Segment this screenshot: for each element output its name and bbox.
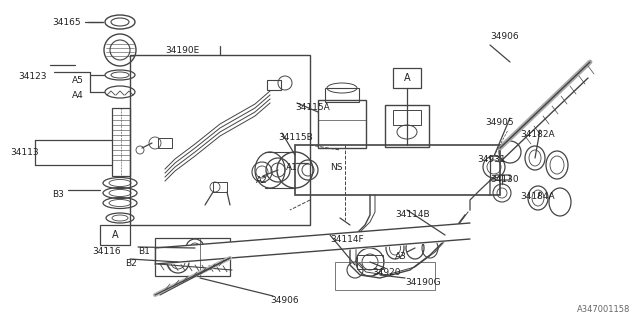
Text: 34182A: 34182A (520, 130, 555, 139)
Text: A347001158: A347001158 (577, 305, 630, 314)
Bar (158, 138, 172, 148)
Text: 34906: 34906 (490, 32, 518, 41)
Bar (393, 68, 421, 88)
Text: B1: B1 (138, 247, 150, 256)
Text: 34115B: 34115B (278, 133, 313, 142)
Text: 34130: 34130 (490, 175, 518, 184)
Text: A: A (112, 230, 118, 240)
Text: 34114F: 34114F (330, 235, 364, 244)
Bar (267, 80, 281, 90)
Bar (155, 238, 230, 276)
Text: B3: B3 (52, 190, 64, 199)
Text: 34123: 34123 (18, 72, 47, 81)
Bar (295, 145, 500, 195)
Text: 34114B: 34114B (395, 210, 429, 219)
Text: A4: A4 (72, 91, 84, 100)
Text: 34116: 34116 (92, 247, 120, 256)
Text: 34190G: 34190G (405, 278, 440, 287)
Text: 34184A: 34184A (520, 192, 555, 201)
Text: A1: A1 (286, 163, 298, 172)
Bar (393, 110, 421, 125)
Bar (357, 255, 383, 269)
Text: NS: NS (330, 163, 342, 172)
Bar (100, 225, 130, 245)
Text: 34905: 34905 (485, 118, 514, 127)
Bar (112, 108, 130, 176)
Text: A: A (404, 73, 410, 83)
Bar (130, 55, 310, 225)
Text: 34113: 34113 (10, 148, 38, 157)
Text: 34115A: 34115A (295, 103, 330, 112)
Bar (385, 105, 429, 147)
Text: 34190E: 34190E (165, 46, 199, 55)
Text: A5: A5 (72, 76, 84, 85)
Text: A2: A2 (256, 176, 268, 185)
Text: 34906: 34906 (270, 296, 299, 305)
Bar (213, 182, 227, 192)
Bar (335, 262, 435, 290)
Bar (325, 88, 359, 102)
Text: 34920: 34920 (372, 268, 401, 277)
Text: 34165: 34165 (52, 18, 81, 27)
Text: 34931: 34931 (477, 155, 506, 164)
Text: A3: A3 (395, 252, 407, 261)
Text: B2: B2 (125, 259, 137, 268)
Bar (318, 100, 366, 148)
